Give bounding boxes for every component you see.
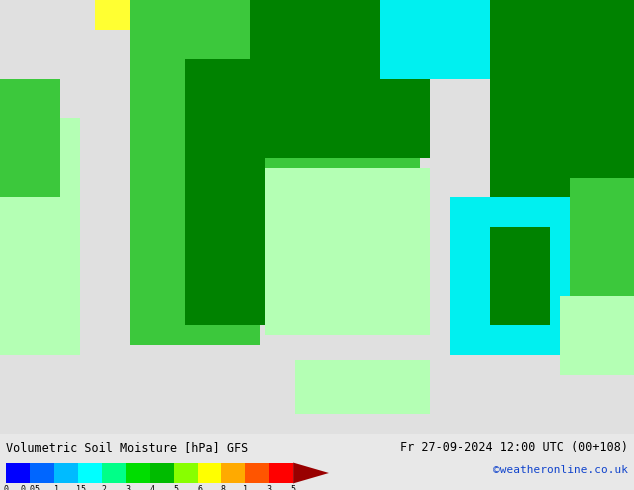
- Bar: [174, 463, 198, 484]
- Bar: [78, 463, 102, 484]
- Bar: [6, 463, 30, 484]
- Bar: [30, 463, 54, 484]
- Text: 1: 1: [243, 485, 248, 490]
- Text: 5: 5: [290, 485, 295, 490]
- Bar: [269, 463, 293, 484]
- Bar: [54, 463, 78, 484]
- Text: 0.05: 0.05: [20, 485, 40, 490]
- Bar: [102, 463, 126, 484]
- Text: .1: .1: [49, 485, 59, 490]
- Text: .15: .15: [70, 485, 86, 490]
- Text: .3: .3: [121, 485, 131, 490]
- Bar: [126, 463, 150, 484]
- Polygon shape: [293, 463, 329, 484]
- Text: .4: .4: [145, 485, 155, 490]
- Text: .6: .6: [193, 485, 202, 490]
- Bar: [245, 463, 269, 484]
- Text: .8: .8: [216, 485, 226, 490]
- Text: .2: .2: [97, 485, 107, 490]
- Text: .5: .5: [169, 485, 179, 490]
- Text: 0: 0: [4, 485, 9, 490]
- Bar: [150, 463, 174, 484]
- Text: 3: 3: [267, 485, 272, 490]
- Text: Volumetric Soil Moisture [hPa] GFS: Volumetric Soil Moisture [hPa] GFS: [6, 441, 249, 454]
- Bar: [198, 463, 221, 484]
- Bar: [221, 463, 245, 484]
- Text: ©weatheronline.co.uk: ©weatheronline.co.uk: [493, 466, 628, 475]
- Text: Fr 27-09-2024 12:00 UTC (00+108): Fr 27-09-2024 12:00 UTC (00+108): [399, 441, 628, 454]
